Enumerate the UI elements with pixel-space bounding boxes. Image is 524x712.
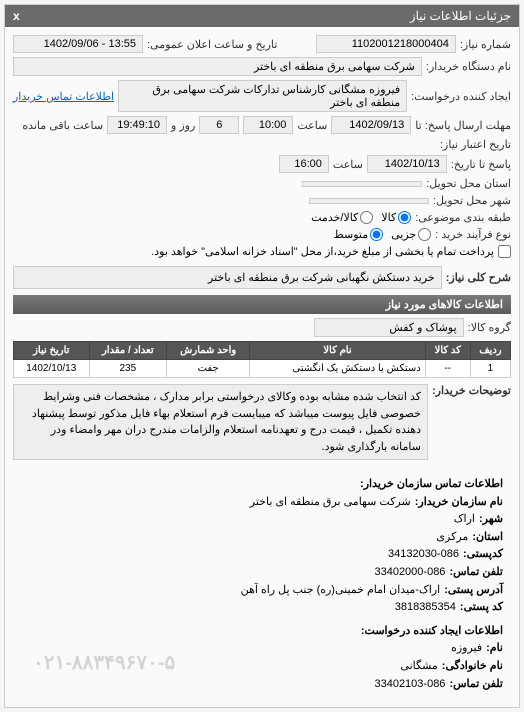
td-date: 1402/10/13: [14, 360, 90, 378]
td-name: دستکش یا دستکش یک انگشتی: [250, 360, 425, 378]
treasury-text: پرداخت تمام یا بخشی از مبلغ خرید،از محل …: [151, 245, 494, 258]
deadline-label: مهلت ارسال پاسخ: تا: [415, 119, 511, 132]
postcode-value: 3818385354: [395, 599, 456, 617]
radio-khadamat[interactable]: کالا/خدمت: [311, 211, 373, 224]
overall-desc: خرید دستکش نگهبانی شرکت برق منطقه ای باخ…: [13, 266, 442, 289]
validity-date: 1402/10/13: [367, 155, 447, 173]
city-label: شهر:: [479, 511, 503, 529]
process-radio-group: جزیی متوسط: [334, 228, 432, 241]
phone2-label: تلفن تماس:: [449, 676, 503, 694]
subject-radio-group: کالا کالا/خدمت: [311, 211, 411, 224]
name-label: نام:: [486, 640, 503, 658]
creator-section-title: اطلاعات ایجاد کننده درخواست:: [21, 623, 503, 641]
td-code: --: [425, 360, 470, 378]
contact-title: اطلاعات تماس سازمان خریدار:: [21, 476, 503, 494]
buyer-value: شرکت سهامی برق منطقه ای باختر: [13, 57, 422, 76]
th-code: کد کالا: [425, 342, 470, 360]
th-date: تاریخ نیاز: [14, 342, 90, 360]
creator-value: فیروزه مشگانی کارشناس تدارکات شرکت سهامی…: [118, 80, 407, 112]
delivery-city: [309, 198, 429, 204]
delivery-state-label: استان محل تحویل:: [426, 177, 511, 190]
watermark: ۰۲۱-۸۸۳۴۹۶۷۰-۵: [33, 647, 175, 679]
deadline-time: 10:00: [243, 116, 293, 134]
td-row: 1: [470, 360, 510, 378]
need-number-label: شماره نیاز:: [460, 38, 511, 51]
family-value: مشگانی: [400, 658, 437, 676]
buyer-contact-link[interactable]: اطلاعات تماس خریدار: [13, 90, 114, 103]
validity-time: 16:00: [279, 155, 329, 173]
group-label: گروه کالا:: [468, 321, 511, 334]
panel-title: جزئیات اطلاعات نیاز: [410, 9, 511, 23]
td-unit: جفت: [167, 360, 250, 378]
province-label: استان:: [472, 529, 503, 547]
remain-label: ساعت باقی مانده: [22, 119, 103, 132]
remain-value: 19:49:10: [107, 116, 167, 134]
province-value: مرکزی: [436, 529, 468, 547]
process-type-label: نوع فرآیند خرید :: [435, 228, 511, 241]
deadline-date: 1402/09/13: [331, 116, 411, 134]
delivery-city-label: شهر محل تحویل:: [433, 194, 511, 207]
panel-header: جزئیات اطلاعات نیاز x: [5, 5, 519, 27]
days-value: 6: [199, 116, 239, 134]
phone-value: 33402000-086: [374, 564, 445, 582]
validity-time-label: ساعت: [333, 158, 363, 171]
overall-label: شرح کلی نیاز:: [446, 271, 511, 284]
radio-jozei[interactable]: جزیی: [391, 228, 431, 241]
td-qty: 235: [89, 360, 167, 378]
postal-value: 34132030-086: [388, 546, 459, 564]
th-name: نام کالا: [250, 342, 425, 360]
close-icon[interactable]: x: [13, 9, 20, 23]
goods-section-title: اطلاعات کالاهای مورد نیاز: [13, 295, 511, 314]
family-label: نام خانوادگی:: [442, 658, 503, 676]
org-label: نام سازمان خریدار:: [415, 494, 503, 512]
budget-label: طبقه بندی موضوعی:: [415, 211, 511, 224]
buyer-label: نام دستگاه خریدار:: [426, 60, 511, 73]
deadline-time-label: ساعت: [297, 119, 327, 132]
buyer-desc-text: کد انتخاب شده مشابه بوده وکالای درخواستی…: [13, 384, 428, 460]
buyer-desc-label: توضیحات خریدار:: [432, 384, 511, 397]
contact-section: اطلاعات تماس سازمان خریدار: نام سازمان خ…: [13, 464, 511, 699]
validity-to-label: پاسخ تا تاریخ:: [451, 158, 511, 171]
public-date-value: 13:55 - 1402/09/06: [13, 35, 143, 53]
phone-label: تلفن تماس:: [449, 564, 503, 582]
phone2-value: 33402103-086: [374, 676, 445, 694]
main-panel: جزئیات اطلاعات نیاز x شماره نیاز: 110200…: [4, 4, 520, 708]
address-value: اراک-میدان امام خمینی(ره) جنب پل راه آهن: [241, 582, 441, 600]
radio-motevaset[interactable]: متوسط: [334, 228, 384, 241]
creator-label: ایجاد کننده درخواست:: [411, 90, 511, 103]
postcode-label: کد پستی:: [460, 599, 503, 617]
address-label: آدرس پستی:: [444, 582, 503, 600]
form-body: شماره نیاز: 1102001218000404 تاریخ و ساع…: [5, 27, 519, 707]
public-date-label: تاریخ و ساعت اعلان عمومی:: [147, 38, 277, 51]
th-qty: تعداد / مقدار: [89, 342, 167, 360]
th-unit: واحد شمارش: [167, 342, 250, 360]
org-value: شرکت سهامی برق منطقه ای باختر: [250, 494, 411, 512]
table-row[interactable]: 1 -- دستکش یا دستکش یک انگشتی جفت 235 14…: [14, 360, 511, 378]
city-value: اراک: [454, 511, 475, 529]
delivery-state: [302, 181, 422, 187]
postal-label: کدپستی:: [463, 546, 503, 564]
th-row: ردیف: [470, 342, 510, 360]
goods-table: ردیف کد کالا نام کالا واحد شمارش تعداد /…: [13, 341, 511, 378]
need-number-value: 1102001218000404: [316, 35, 456, 53]
validity-label: تاریخ اعتبار نیاز:: [440, 138, 511, 151]
treasury-checkbox[interactable]: پرداخت تمام یا بخشی از مبلغ خرید،از محل …: [151, 245, 511, 258]
radio-kala[interactable]: کالا: [381, 211, 411, 224]
table-header-row: ردیف کد کالا نام کالا واحد شمارش تعداد /…: [14, 342, 511, 360]
days-label: روز و: [171, 119, 195, 132]
group-value: پوشاک و کفش: [314, 318, 464, 337]
name-value: فیروزه: [451, 640, 482, 658]
